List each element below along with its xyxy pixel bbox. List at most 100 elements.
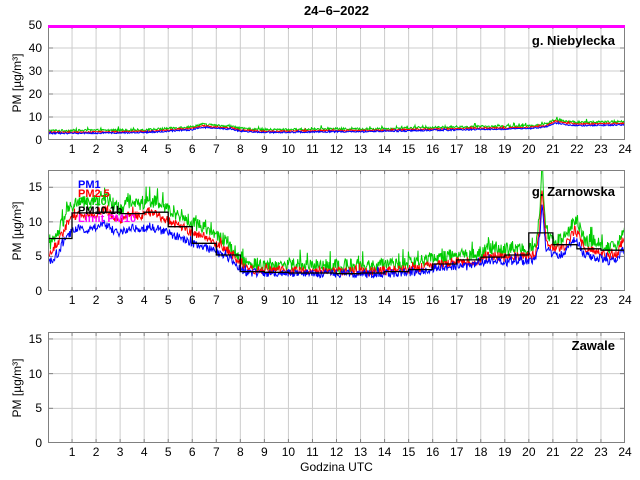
x-tick-label: 12 [329, 445, 344, 459]
x-tick-label: 11 [306, 142, 319, 156]
x-tick-label: 12 [329, 142, 344, 156]
x-tick-label: 9 [261, 445, 268, 459]
y-tick-label: 15 [28, 180, 42, 195]
x-tick-label: 14 [377, 142, 392, 156]
zawale-plot [48, 332, 625, 443]
x-tick-label: 11 [306, 445, 319, 459]
x-tick-label: 4 [140, 293, 148, 307]
x-tick-label: 8 [236, 445, 244, 459]
x-tick-label: 21 [546, 445, 560, 459]
chart-title: 24–6–2022 [303, 3, 370, 18]
x-tick-label: 21 [546, 142, 560, 156]
x-tick-label: 10 [281, 293, 296, 307]
legend-pm10: PM10 [78, 196, 107, 209]
y-tick-label: 5 [35, 249, 42, 264]
x-tick-label: 14 [377, 293, 392, 307]
x-tick-label: 3 [116, 293, 124, 307]
x-tick-label: 19 [498, 142, 512, 156]
x-tick-label: 4 [140, 445, 148, 459]
legend-pm10-1h: PM10 1h [78, 204, 123, 217]
x-tick-label: 21 [546, 293, 560, 307]
x-tick-label: 4 [140, 142, 148, 156]
x-tick-label: 9 [261, 142, 268, 156]
x-tick-label: 1 [68, 293, 76, 307]
x-tick-label: 12 [329, 293, 344, 307]
x-tick-label: 1 [68, 445, 76, 459]
x-tick-label: 22 [570, 142, 584, 156]
y-axis-label-zawale: PM [µg/m³] [10, 358, 24, 418]
x-tick-label: 24 [618, 445, 632, 459]
x-tick-label: 20 [522, 293, 536, 307]
x-tick-label: 17 [450, 142, 464, 156]
station-label-niebylecka: g. Niebylecka [531, 33, 615, 48]
x-tick-label: 3 [116, 445, 124, 459]
x-tick-label: 15 [401, 142, 416, 156]
x-tick-label: 3 [116, 142, 124, 156]
x-tick-label: 23 [594, 293, 608, 307]
x-tick-label: 16 [425, 293, 440, 307]
x-tick-label: 5 [164, 142, 172, 156]
x-tick-label: 7 [212, 142, 220, 156]
x-tick-label: 23 [594, 445, 608, 459]
x-tick-label: 23 [594, 142, 608, 156]
x-tick-label: 11 [306, 293, 319, 307]
x-tick-label: 22 [570, 293, 584, 307]
legend-pm25: PM2.5 [78, 187, 110, 200]
x-tick-label: 10 [281, 142, 296, 156]
x-tick-label: 24 [618, 142, 632, 156]
x-tick-label: 9 [261, 293, 268, 307]
y-tick-label: 10 [28, 214, 42, 229]
x-tick-label: 5 [164, 445, 172, 459]
x-tick-label: 15 [401, 445, 416, 459]
y-tick-label: 0 [35, 284, 42, 298]
x-tick-label: 10 [281, 445, 296, 459]
y-tick-label: 40 [28, 41, 42, 55]
zarnowska-plot [48, 170, 625, 291]
x-tick-label: 5 [164, 293, 172, 307]
x-tick-label: 16 [425, 142, 440, 156]
niebylecka-plot [48, 25, 625, 140]
y-tick-label: 15 [28, 331, 42, 346]
x-tick-label: 19 [498, 293, 512, 307]
x-tick-label: 6 [188, 445, 196, 459]
y-tick-label: 20 [28, 87, 42, 101]
station-label-zawale: Zawale [571, 338, 615, 353]
y-tick-label: 0 [35, 133, 42, 147]
x-tick-label: 13 [353, 293, 368, 307]
x-tick-label: 2 [92, 293, 100, 307]
x-tick-label: 2 [92, 142, 100, 156]
y-tick-label: 30 [28, 64, 42, 78]
x-tick-label: 7 [212, 445, 220, 459]
x-tick-label: 7 [212, 293, 220, 307]
station-label-zarnowska: g. Zarnowska [531, 184, 615, 199]
x-tick-label: 20 [522, 445, 536, 459]
x-axis-label: Godzina UTC [300, 460, 373, 474]
x-tick-label: 17 [450, 293, 464, 307]
plot-legend: PM1 PM2.5 PM10 PM10 1h Limit PM10 [78, 179, 137, 226]
x-tick-label: 18 [474, 142, 488, 156]
x-tick-label: 13 [353, 142, 368, 156]
x-tick-label: 19 [498, 445, 512, 459]
legend-limit-pm10: Limit PM10 [78, 213, 137, 226]
legend-pm1: PM1 [78, 179, 101, 191]
x-tick-label: 20 [522, 142, 536, 156]
y-tick-label: 5 [35, 401, 42, 416]
x-tick-label: 17 [450, 445, 464, 459]
x-tick-label: 22 [570, 445, 584, 459]
x-tick-label: 14 [377, 445, 392, 459]
y-tick-label: 10 [28, 110, 42, 124]
x-tick-label: 18 [474, 445, 488, 459]
x-tick-label: 6 [188, 142, 196, 156]
x-tick-label: 8 [236, 142, 244, 156]
y-tick-label: 10 [28, 366, 42, 381]
x-tick-label: 24 [618, 293, 632, 307]
x-tick-label: 1 [68, 142, 76, 156]
y-tick-label: 50 [28, 18, 42, 32]
x-tick-label: 16 [425, 445, 440, 459]
x-tick-label: 13 [353, 445, 368, 459]
x-tick-label: 6 [188, 293, 196, 307]
x-tick-label: 15 [401, 293, 416, 307]
x-tick-label: 18 [474, 293, 488, 307]
x-tick-label: 8 [236, 293, 244, 307]
